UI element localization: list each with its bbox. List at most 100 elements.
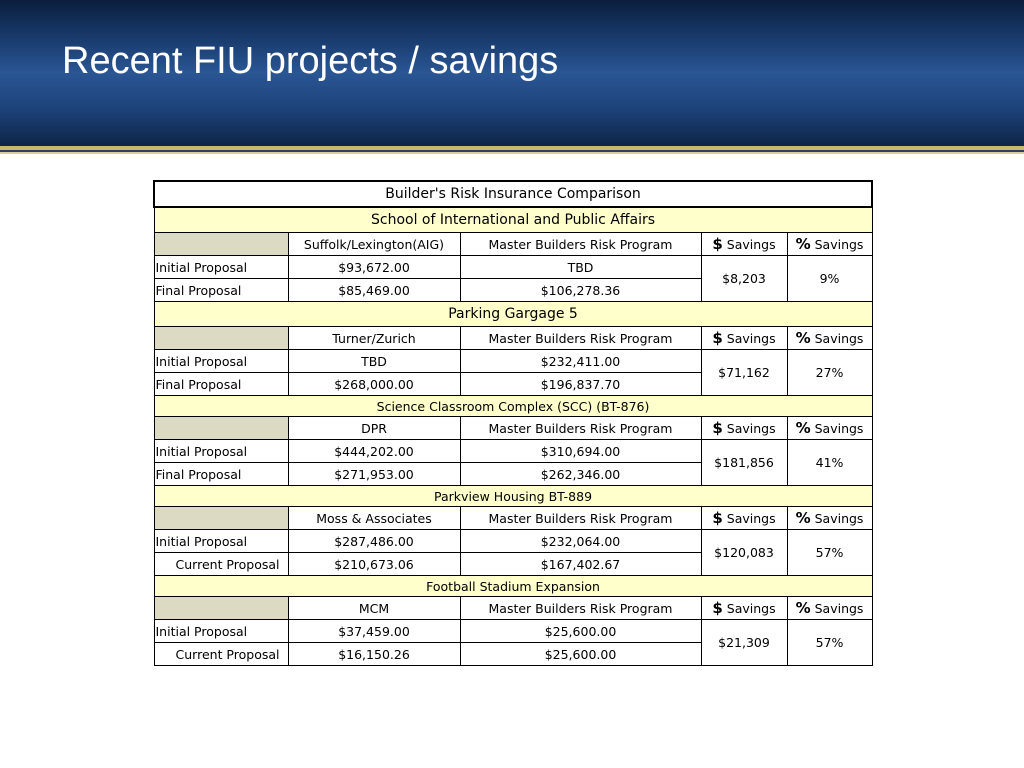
project-header-row: Turner/Zurich Master Builders Risk Progra…	[153, 326, 873, 350]
row-label: Initial Proposal	[153, 619, 289, 643]
percent-savings-header-symbol: %	[795, 419, 811, 437]
table-title-row: Builder's Risk Insurance Comparison	[152, 180, 874, 208]
vendor-header: DPR	[287, 416, 461, 440]
project-section-row: School of International and Public Affai…	[153, 206, 873, 233]
program-value: $232,411.00	[459, 349, 702, 373]
vendor-value: $16,150.26	[287, 642, 461, 666]
program-header: Master Builders Risk Program	[459, 506, 702, 530]
comparison-table: Builder's Risk Insurance Comparison Scho…	[152, 180, 874, 666]
vendor-header: MCM	[287, 596, 461, 620]
dollar-savings-header: $ Savings	[700, 326, 788, 350]
project-section-row: Parking Gargage 5	[153, 301, 873, 327]
vendor-header: Turner/Zurich	[287, 326, 461, 350]
vendor-header: Suffolk/Lexington(AIG)	[287, 232, 461, 256]
percent-savings-value: 57%	[786, 619, 873, 666]
table-row: Initial Proposal $93,672.00 TBD $8,203 9%	[153, 255, 873, 302]
percent-savings-header: % Savings	[786, 326, 873, 350]
program-value: $262,346.00	[459, 462, 702, 486]
dollar-savings-header: $ Savings	[700, 596, 788, 620]
vendor-value: $210,673.06	[287, 552, 461, 576]
table-row: Initial Proposal $37,459.00 $25,600.00 $21,…	[153, 619, 873, 666]
row-label: Current Proposal	[153, 642, 289, 666]
dollar-savings-header-label: Savings	[726, 601, 776, 616]
program-value: $232,064.00	[459, 529, 702, 553]
table-title: Builder's Risk Insurance Comparison	[152, 180, 874, 208]
header-divider-gold	[0, 146, 1024, 150]
table-row: Final Proposal $268,000.00 $196,837.70	[153, 372, 872, 396]
project-header-row: Moss & Associates Master Builders Risk Pr…	[153, 506, 873, 530]
dollar-savings-value: $8,203	[700, 255, 788, 302]
dollar-savings-header: $ Savings	[700, 232, 788, 256]
percent-savings-header-symbol: %	[795, 235, 811, 253]
header-blank-cell	[153, 232, 289, 256]
row-label: Final Proposal	[153, 372, 289, 396]
dollar-savings-value: $71,162	[700, 349, 788, 396]
table-row: Initial Proposal $444,202.00 $310,694.00 $1…	[153, 439, 873, 486]
vendor-value: TBD	[287, 349, 461, 373]
percent-savings-header: % Savings	[786, 416, 873, 440]
project-header-row: Suffolk/Lexington(AIG) Master Builders Ri…	[153, 232, 873, 256]
program-value: $106,278.36	[459, 278, 702, 302]
table-row: Final Proposal $271,953.00 $262,346.00	[153, 462, 872, 486]
table-row: Initial Proposal $287,486.00 $232,064.00 $1…	[153, 529, 873, 576]
dollar-savings-header-label: Savings	[726, 421, 776, 436]
percent-savings-header-label: Savings	[814, 511, 864, 526]
table-row: Initial Proposal TBD $232,411.00 $71,162 27%	[153, 349, 873, 396]
dollar-savings-header-label: Savings	[726, 331, 776, 346]
vendor-value: $271,953.00	[287, 462, 461, 486]
header-blank-cell	[153, 596, 289, 620]
dollar-savings-header-symbol: $	[712, 509, 723, 527]
project-name: School of International and Public Affai…	[153, 206, 873, 233]
header-divider-navy	[0, 150, 1024, 152]
project-header-row: DPR Master Builders Risk Program $ Savings…	[153, 416, 873, 440]
percent-savings-header-label: Savings	[814, 421, 864, 436]
project-name: Science Classroom Complex (SCC) (BT-876)	[153, 395, 873, 417]
percent-savings-header: % Savings	[786, 506, 873, 530]
vendor-value: $287,486.00	[287, 529, 461, 553]
dollar-savings-header: $ Savings	[700, 506, 788, 530]
program-value: $310,694.00	[459, 439, 702, 463]
vendor-value: $268,000.00	[287, 372, 461, 396]
program-value: $25,600.00	[459, 619, 702, 643]
percent-savings-header-label: Savings	[814, 331, 864, 346]
header-divider-light	[0, 152, 1024, 154]
vendor-value: $93,672.00	[287, 255, 461, 279]
project-section-row: Football Stadium Expansion	[153, 575, 873, 597]
percent-savings-header: % Savings	[786, 596, 873, 620]
project-header-row: MCM Master Builders Risk Program $ Savings…	[153, 596, 873, 620]
project-name: Parking Gargage 5	[153, 301, 873, 327]
percent-savings-value: 57%	[786, 529, 873, 576]
project-section-row: Science Classroom Complex (SCC) (BT-876)	[153, 395, 873, 417]
percent-savings-header-symbol: %	[795, 509, 811, 527]
percent-savings-value: 41%	[786, 439, 873, 486]
header-blank-cell	[153, 326, 289, 350]
percent-savings-header-symbol: %	[795, 329, 811, 347]
dollar-savings-header-symbol: $	[712, 599, 723, 617]
row-label: Initial Proposal	[153, 439, 289, 463]
dollar-savings-header: $ Savings	[700, 416, 788, 440]
percent-savings-header-label: Savings	[814, 601, 864, 616]
dollar-savings-value: $21,309	[700, 619, 788, 666]
slide-title: Recent FIU projects / savings	[62, 40, 559, 82]
percent-savings-value: 9%	[786, 255, 873, 302]
percent-savings-header-label: Savings	[814, 237, 864, 252]
row-label: Current Proposal	[153, 552, 289, 576]
program-header: Master Builders Risk Program	[459, 232, 702, 256]
slide-header: Recent FIU projects / savings	[0, 0, 1024, 146]
row-label: Final Proposal	[153, 278, 289, 302]
row-label: Initial Proposal	[153, 349, 289, 373]
vendor-value: $444,202.00	[287, 439, 461, 463]
program-value: $196,837.70	[459, 372, 702, 396]
vendor-header: Moss & Associates	[287, 506, 461, 530]
dollar-savings-value: $120,083	[700, 529, 788, 576]
header-blank-cell	[153, 416, 289, 440]
dollar-savings-header-symbol: $	[712, 235, 723, 253]
program-header: Master Builders Risk Program	[459, 596, 702, 620]
program-value: $25,600.00	[459, 642, 702, 666]
table-row: Current Proposal $16,150.26 $25,600.00	[153, 642, 872, 666]
header-blank-cell	[153, 506, 289, 530]
percent-savings-header-symbol: %	[795, 599, 811, 617]
dollar-savings-header-symbol: $	[712, 329, 723, 347]
vendor-value: $85,469.00	[287, 278, 461, 302]
dollar-savings-value: $181,856	[700, 439, 788, 486]
